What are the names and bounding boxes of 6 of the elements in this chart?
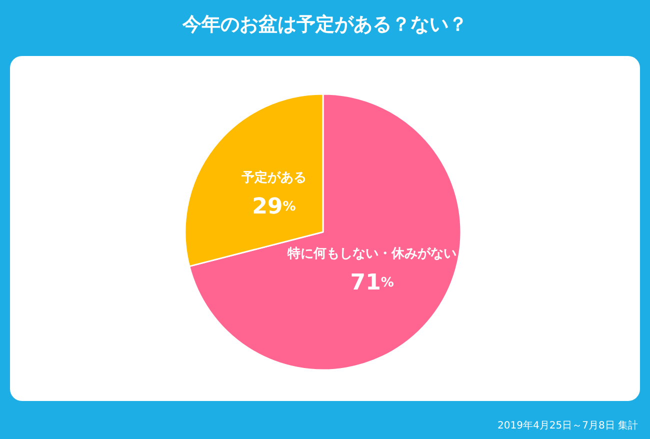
chart-title: 今年のお盆は予定がある？ない？	[182, 14, 468, 36]
data-label: 29%	[252, 194, 296, 220]
slice-label: 予定がある	[240, 169, 306, 186]
text: 2019年4月25日～7月8日 集計	[498, 420, 638, 432]
slice-label: 特に何もしない・休みがない	[286, 246, 457, 262]
data-label: 71%	[350, 270, 394, 296]
